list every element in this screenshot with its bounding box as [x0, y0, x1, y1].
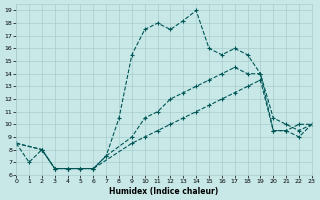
- X-axis label: Humidex (Indice chaleur): Humidex (Indice chaleur): [109, 187, 219, 196]
